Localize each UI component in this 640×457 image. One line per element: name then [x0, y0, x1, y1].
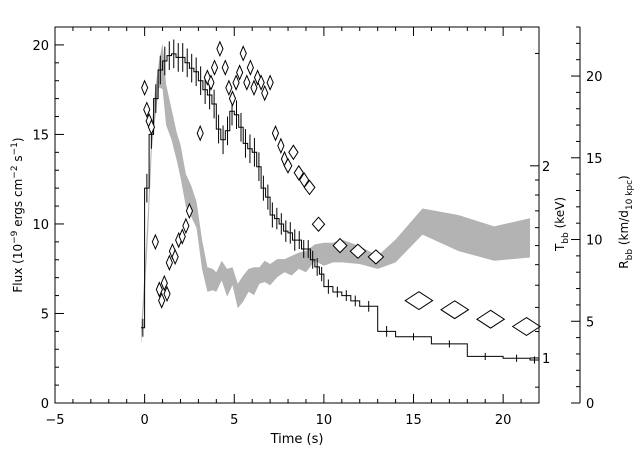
tbb-diamond [239, 45, 247, 62]
tbb-diamond [440, 300, 470, 320]
tbb-diamond [141, 79, 149, 97]
rbb-axis-label: Rbb (km/d10 kpc) [617, 175, 635, 268]
tbb-diamond [196, 124, 204, 142]
tbb-diamond [171, 248, 179, 266]
tbb-tick-label: 1 [542, 352, 550, 367]
tbb-diamond [160, 274, 168, 292]
tbb-diamond [236, 64, 244, 81]
flux-histogram-line [141, 53, 539, 361]
tbb-diamond [151, 233, 159, 251]
plot-frame [54, 26, 540, 404]
tbb-diamond [511, 317, 542, 336]
x-tick-label: −5 [45, 413, 64, 428]
tbb-diamond [207, 74, 215, 91]
tbb-diamond [185, 202, 194, 220]
tbb-axis-label: Tbb (keV) [553, 197, 571, 252]
flux-tick-label: 10 [32, 218, 49, 233]
x-tick-label: 5 [230, 413, 238, 428]
tbb-diamond [221, 59, 229, 76]
tbb-diamond [225, 79, 233, 97]
x-axis-label: Time (s) [270, 432, 324, 447]
tbb-diamond [271, 124, 280, 142]
tbb-diamond [288, 144, 299, 161]
tbb-diamond [293, 164, 304, 181]
x-tick-label: 10 [316, 413, 333, 428]
tbb-diamond [311, 216, 326, 232]
flux-tick-label: 5 [41, 307, 49, 322]
tbb-diamond [232, 74, 240, 91]
tbb-diamond [475, 309, 506, 329]
tbb-diamond [250, 79, 258, 97]
x-tick-label: 20 [495, 413, 512, 428]
rbb-tick-label: 10 [586, 234, 603, 249]
rbb-tick-label: 5 [586, 315, 594, 330]
tbb-diamond-layer [141, 40, 542, 336]
tbb-diamond [349, 243, 367, 259]
tbb-diamond [266, 74, 274, 91]
tbb-diamond [404, 291, 434, 311]
tbb-diamond [155, 281, 163, 298]
flux-axis-label: Flux (10−9 ergs cm−2 s−1) [10, 137, 25, 292]
tbb-diamond [257, 74, 265, 91]
tbb-diamond [228, 90, 237, 107]
tbb-diamond [246, 59, 254, 76]
flux-tick-label: 15 [32, 128, 49, 143]
tbb-diamond [158, 292, 166, 309]
rbb-tick-label: 20 [586, 70, 603, 85]
tbb-diamond [277, 137, 285, 155]
rbb-band [141, 43, 530, 346]
tbb-diamond [216, 40, 224, 58]
tbb-diamond [243, 74, 251, 91]
tbb-diamond [283, 157, 293, 174]
tbb-diamond [147, 118, 156, 136]
x-tick-label: 0 [140, 413, 148, 428]
tbb-diamond [210, 59, 219, 76]
tbb-diamond [261, 84, 269, 102]
tbb-diamond [178, 228, 186, 245]
tbb-diamond [143, 101, 151, 118]
flux-tick-label: 20 [32, 39, 49, 54]
rbb-band-layer [141, 43, 530, 346]
tbb-diamond [165, 254, 173, 271]
tbb-diamond [182, 217, 190, 235]
tbb-diamond [332, 237, 348, 254]
tbb-tick-label: 2 [542, 160, 550, 175]
rbb-tick-label: 15 [586, 152, 603, 167]
x-tick-label: 15 [405, 413, 422, 428]
flux-layer [141, 39, 539, 364]
tbb-diamond [367, 249, 385, 265]
flux-tick-label: 0 [41, 397, 49, 412]
tbb-diamond [163, 285, 171, 303]
rbb-tick-label: 0 [586, 397, 594, 412]
tbb-diamond [303, 179, 316, 196]
